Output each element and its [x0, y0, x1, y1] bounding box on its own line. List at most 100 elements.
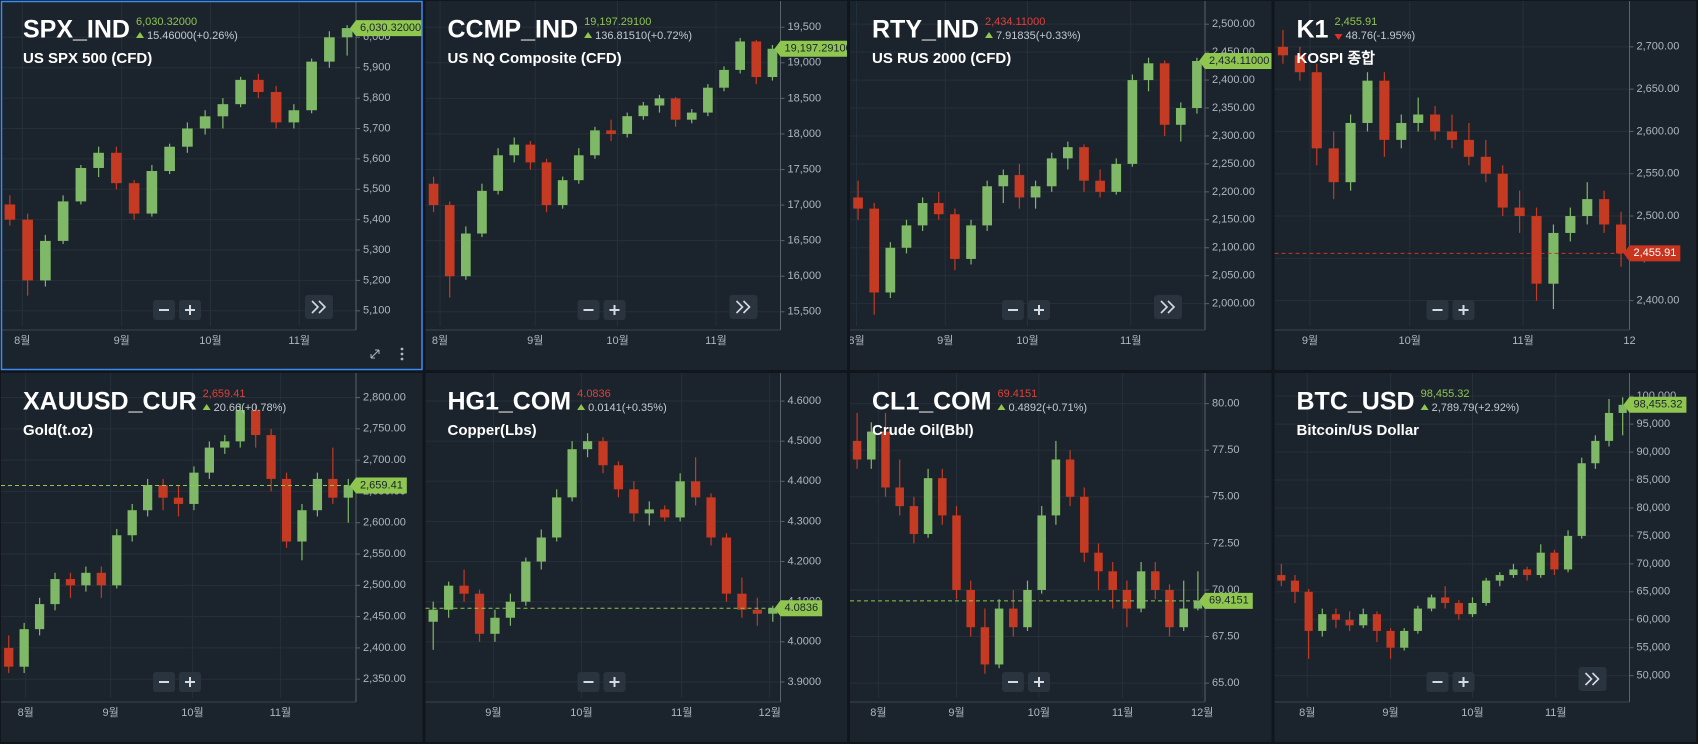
- candle-body: [895, 487, 904, 507]
- x-tick-label: 8월: [848, 334, 864, 347]
- x-tick-label: 12: [1623, 335, 1635, 347]
- candle-body: [644, 509, 654, 514]
- x-tick-label: 11월: [270, 706, 292, 719]
- candle-body: [706, 497, 716, 538]
- expand-icon[interactable]: [370, 349, 380, 359]
- chart-panel[interactable]: 50,000 55,000 60,000 65,000 70,000 75,000 80,0…: [1274, 373, 1697, 742]
- candle-body: [1046, 158, 1057, 187]
- chart: 15,500 16,000 16,500 17,000 17,500 18,000 18,5…: [425, 1, 847, 347]
- y-tick-label: 2,600.00: [363, 517, 406, 529]
- y-tick-label: 19,000: [788, 57, 822, 69]
- price-tag: 6,030.32000: [350, 20, 423, 37]
- x-tick-label: 11월: [1512, 334, 1534, 347]
- candle-body: [1345, 122, 1356, 183]
- chart-panel[interactable]: 2,000.00 2,050.00 2,100.00 2,150.00 2,200.00…: [848, 1, 1273, 370]
- candle-body: [998, 175, 1009, 187]
- chart-panel[interactable]: 2,400.002,450.002,500.002,550.002,600.00…: [1274, 1, 1697, 370]
- candle-body: [686, 112, 697, 120]
- chart: 5,100 5,200 5,300 5,400 5,500 5,600 5,700 5,800…: [1, 1, 423, 347]
- candle-body: [444, 205, 455, 277]
- chart-panel[interactable]: 5,100 5,200 5,300 5,400 5,500 5,600 5,700 5,800…: [0, 0, 425, 371]
- y-tick-label: 5,600: [363, 153, 391, 165]
- candle-body: [509, 144, 520, 156]
- y-tick-label: 67.50: [1212, 630, 1240, 642]
- scroll-icon: [735, 300, 744, 314]
- candle-body: [1618, 404, 1627, 413]
- x-tick-label: 10월: [606, 334, 628, 347]
- candle-body: [75, 167, 87, 202]
- candle-body: [1023, 589, 1032, 628]
- y-tick-label: 80,000: [1637, 502, 1671, 514]
- candle-body: [1536, 552, 1545, 576]
- chart-subtitle: Crude Oil(Bbl): [872, 422, 974, 439]
- y-tick-label: 4.2000: [788, 555, 822, 567]
- x-tick-label: 12월: [759, 706, 781, 719]
- x-tick-label: 11월: [671, 706, 693, 719]
- candle-body: [536, 537, 546, 562]
- price: 19,197.29100: [584, 16, 651, 28]
- candle-body: [885, 247, 896, 293]
- candle-body: [1127, 80, 1138, 164]
- candle-body: [1318, 614, 1327, 631]
- candle-body: [721, 537, 732, 594]
- y-tick-label: 5,100: [363, 305, 391, 317]
- change-pct: (+0.78%): [241, 402, 286, 414]
- candle-body: [297, 510, 307, 542]
- change-pct: (+0.33%): [1036, 30, 1081, 42]
- candle-body: [477, 190, 487, 234]
- x-tick-label: 8월: [870, 706, 886, 719]
- change-arrow: [202, 404, 211, 410]
- candle-body: [1151, 571, 1160, 590]
- candle-body: [1094, 552, 1103, 572]
- change-arrow: [577, 404, 586, 410]
- change: 48.76: [1345, 30, 1373, 42]
- candle-body: [128, 183, 140, 214]
- candle-body: [675, 481, 685, 518]
- chart-panel[interactable]: 3.90004.00004.10004.20004.30004.40004.50…: [425, 373, 848, 742]
- price: 2,434.11000: [985, 16, 1045, 28]
- panel-background: [850, 373, 1272, 742]
- y-tick-label: 55,000: [1637, 642, 1671, 654]
- price: 98,455.32: [1421, 388, 1470, 400]
- candle-body: [328, 478, 338, 498]
- y-tick-label: 4.0000: [788, 636, 822, 648]
- chart-panel[interactable]: 15,500 16,000 16,500 17,000 17,500 18,000 18,5…: [425, 1, 856, 370]
- scroll-icon: [1160, 300, 1169, 314]
- candle-body: [158, 485, 168, 498]
- change-arrow: [1420, 404, 1429, 410]
- menu-dot[interactable]: [400, 352, 404, 356]
- price-tag-shape: [350, 20, 423, 37]
- candle-body: [1192, 61, 1202, 109]
- candle-body: [1413, 114, 1424, 123]
- y-tick-label: 2,400.00: [1637, 295, 1680, 307]
- price-tag-shape: [1199, 53, 1272, 70]
- y-tick-label: 2,250.00: [1212, 158, 1255, 170]
- candle-body: [629, 489, 639, 514]
- candle-body: [1290, 580, 1300, 592]
- scroll-icon: [1167, 300, 1176, 314]
- x-tick-label: 8월: [14, 334, 30, 347]
- candle-body: [1143, 63, 1154, 81]
- candle-body: [567, 449, 577, 498]
- candle-body: [853, 197, 863, 209]
- x-tick-label: 12월: [1191, 706, 1213, 719]
- y-tick-label: 85,000: [1637, 474, 1671, 486]
- candle-body: [1446, 131, 1458, 140]
- candle-body: [173, 497, 184, 504]
- candle-body: [852, 440, 862, 460]
- candle-body: [1468, 602, 1477, 615]
- y-tick-label: 2,550.00: [1637, 168, 1680, 180]
- y-tick-label: 2,200.00: [1212, 186, 1255, 198]
- change-pct: (+0.35%): [622, 402, 667, 414]
- chart-panel[interactable]: 2,350.00 2,400.00 2,450.00 2,500.00 2,550.00…: [1, 373, 423, 742]
- price-tag: 69.4151: [1199, 592, 1253, 609]
- change-pct: (-1.95%): [1373, 30, 1415, 42]
- change: 0.4892: [1008, 402, 1042, 414]
- menu-dot[interactable]: [400, 357, 404, 361]
- x-tick-label: 10월: [1028, 706, 1050, 719]
- menu-dot[interactable]: [400, 347, 404, 351]
- candle-body: [735, 41, 745, 70]
- x-tick-label: 10월: [1016, 334, 1038, 347]
